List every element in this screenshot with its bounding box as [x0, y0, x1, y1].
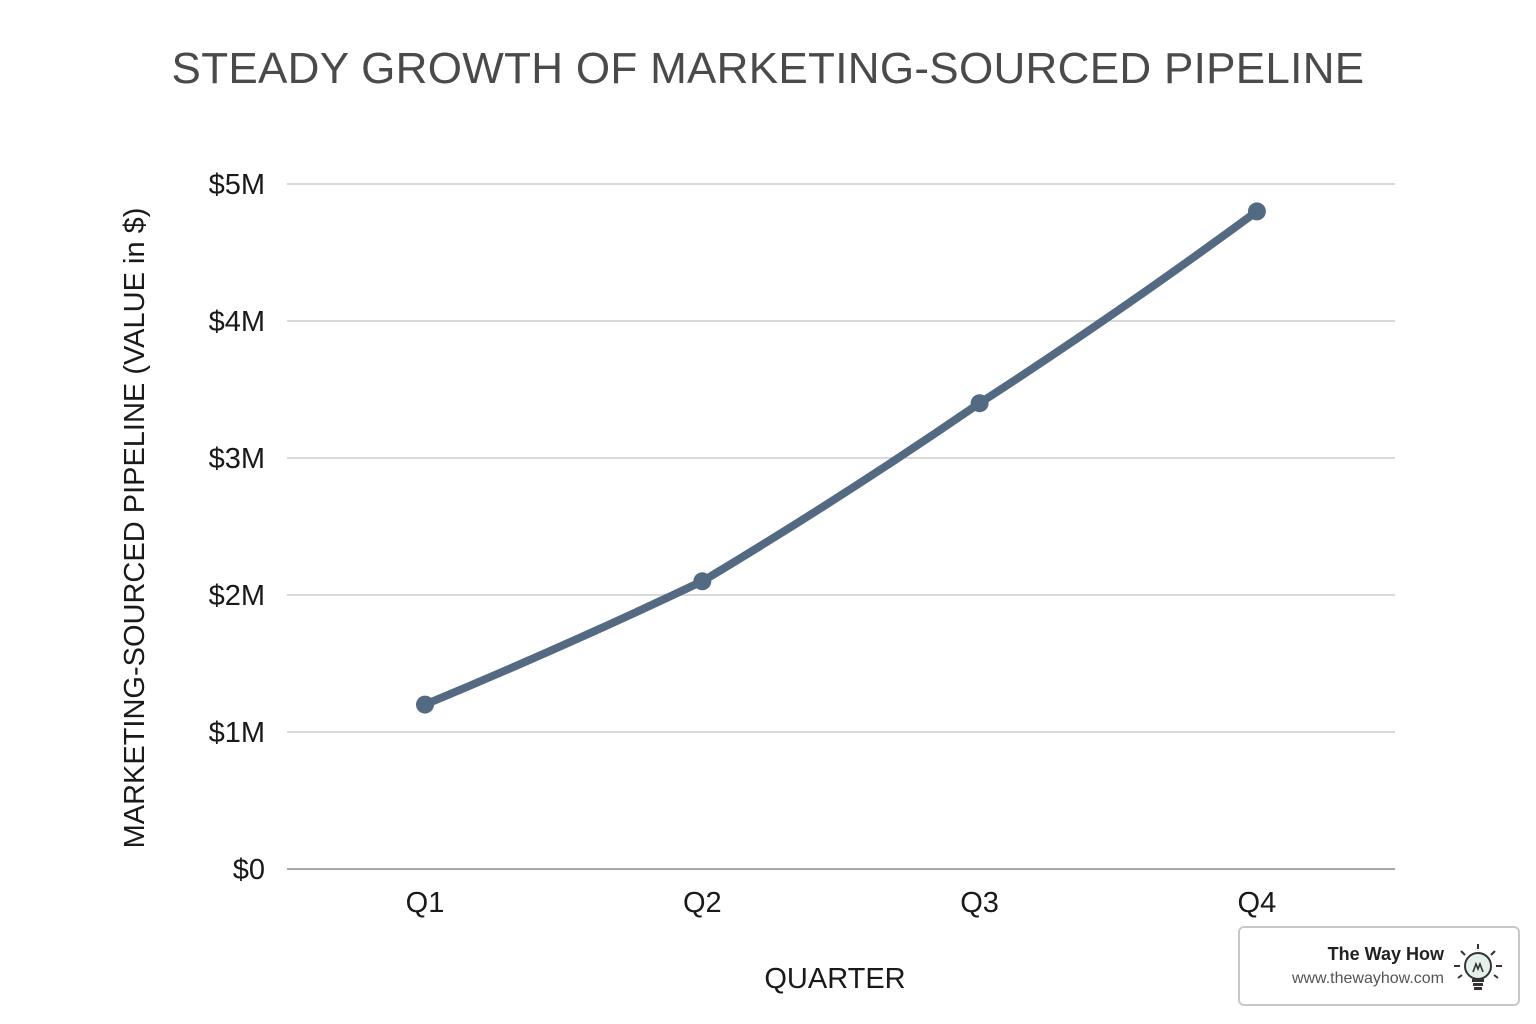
data-point: [970, 394, 989, 413]
x-tick-label: Q2: [683, 887, 722, 919]
x-tick-label: Q1: [406, 887, 445, 919]
series-line: [421, 207, 1261, 709]
y-tick-label: $2M: [209, 580, 265, 612]
data-point: [416, 695, 434, 714]
y-tick-label: $5M: [209, 169, 265, 201]
data-point: [693, 572, 712, 591]
watermark-url: www.thewayhow.com: [1291, 970, 1444, 987]
x-tick-label: Q3: [960, 887, 999, 919]
y-tick-label: $4M: [209, 306, 265, 338]
data-point: [1247, 202, 1266, 221]
x-axis-ticks: Q1 Q2 Q3 Q4: [406, 887, 1277, 919]
x-axis-title: QUARTER: [764, 963, 905, 995]
y-tick-label: $3M: [209, 443, 265, 475]
y-tick-label: $1M: [209, 717, 265, 749]
series-layer: [416, 202, 1266, 714]
watermark-name: The Way How: [1327, 944, 1444, 964]
grid-lines: [287, 183, 1395, 870]
lightbulb-icon: [1454, 944, 1502, 990]
y-tick-label: $0: [233, 854, 265, 886]
x-tick-label: Q4: [1238, 887, 1277, 919]
y-axis-title: MARKETING-SOURCED PIPELINE (VALUE in $): [119, 208, 151, 849]
chart-title: STEADY GROWTH OF MARKETING-SOURCED PIPEL…: [171, 44, 1365, 93]
watermark-badge: The Way How www.thewayhow.com: [1238, 926, 1520, 1006]
y-axis-ticks: $0 $1M $2M $3M $4M $5M: [209, 169, 265, 886]
